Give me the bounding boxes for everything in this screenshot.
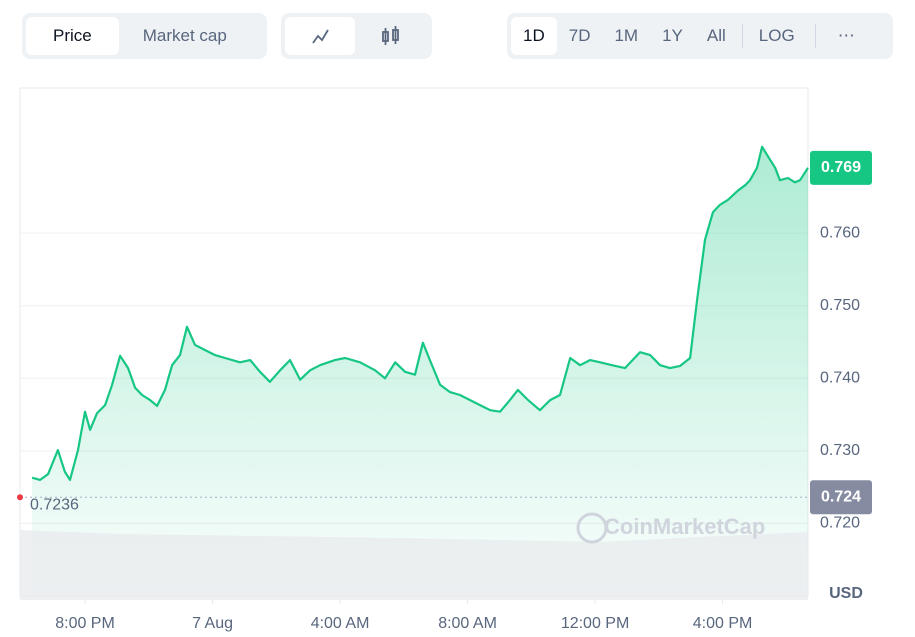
tab-group: Price Market cap [22, 13, 267, 59]
range-group: 1D 7D 1M 1Y All LOG ⋯ [507, 13, 893, 59]
x-tick-label: 4:00 PM [693, 615, 753, 632]
x-tick-label: 4:00 AM [311, 615, 370, 632]
line-chart-button[interactable] [285, 17, 355, 55]
x-tick-label: 8:00 PM [55, 615, 115, 632]
range-button[interactable]: LOG [758, 26, 795, 45]
separator [741, 24, 743, 48]
area [32, 146, 809, 597]
y-tick-label: 0.740 [820, 370, 860, 387]
plot: 0.720 0.730 0.740 0.750 0.760 8:00 PM 7 Aug 4:0… [17, 87, 872, 632]
y-unit: USD [829, 585, 863, 602]
y-tick-label: 0.730 [820, 442, 860, 459]
line [31, 145, 809, 481]
watermark: CoinMarketCap [604, 514, 765, 539]
range-button[interactable]: 7D [568, 26, 591, 45]
line-icon [312, 29, 329, 44]
tab[interactable]: Price [26, 17, 119, 55]
candle-chart-button[interactable] [355, 17, 425, 55]
watermark-logo [576, 512, 608, 544]
x-tick-label: 7 Aug [192, 615, 233, 632]
separator [814, 24, 816, 48]
y-tick-label: 0.750 [820, 297, 860, 314]
current-price-badge [810, 150, 872, 185]
more-button[interactable]: ⋯ [837, 26, 855, 45]
range-button[interactable]: 1M [614, 26, 639, 45]
candle-icon [382, 26, 399, 45]
y-tick-label: 0.760 [820, 224, 860, 241]
volume-area [20, 530, 808, 600]
x-tick-label: 12:00 PM [561, 615, 629, 632]
tab[interactable]: Market cap [142, 26, 227, 45]
x-tick-label: 8:00 AM [438, 615, 497, 632]
current-price-label: 0.769 [821, 159, 861, 176]
range-button[interactable]: 1Y [662, 26, 683, 45]
range-button[interactable]: All [706, 26, 726, 45]
open-price-badge [810, 480, 872, 515]
plot-frame [19, 87, 809, 597]
y-tick-label: 0.720 [820, 515, 860, 532]
chart-type-group [281, 13, 432, 59]
open-price-dot [17, 494, 23, 501]
open-price-axis-label: 0.724 [821, 489, 861, 506]
range-button[interactable]: 1D [511, 17, 557, 55]
open-price-label: 0.7236 [30, 497, 79, 514]
